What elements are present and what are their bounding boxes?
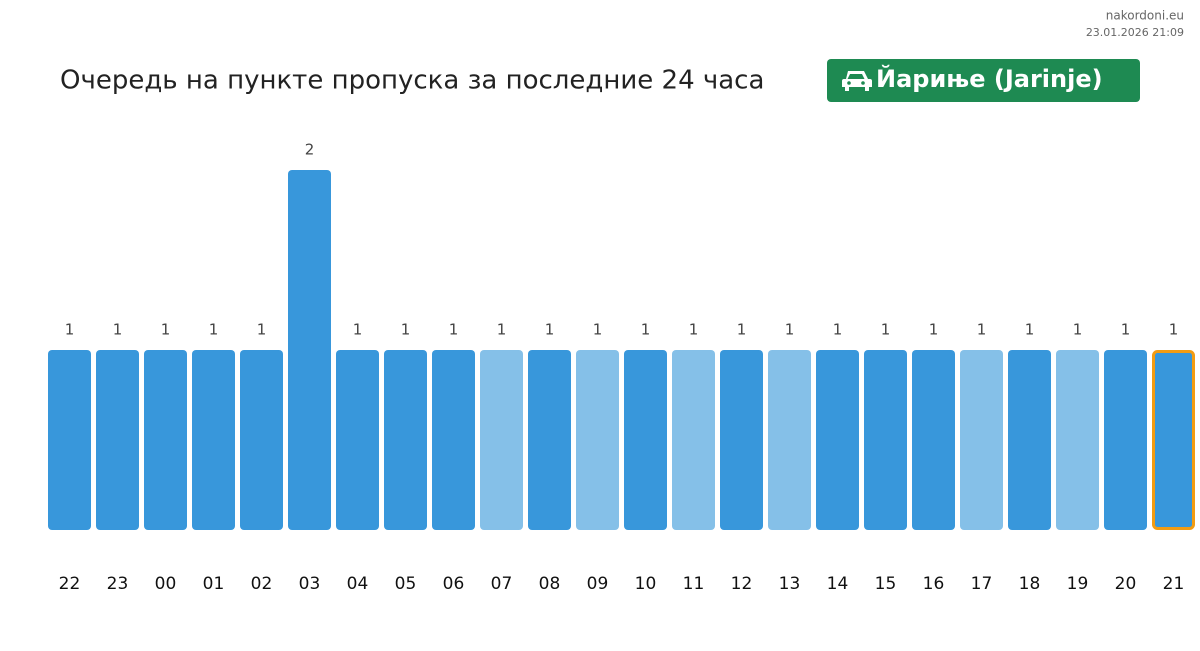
bar bbox=[432, 350, 475, 530]
bar bbox=[480, 350, 523, 530]
value-label: 1 bbox=[737, 321, 747, 339]
bar bbox=[816, 350, 859, 530]
bar bbox=[672, 350, 715, 530]
source: nakordoni.eu bbox=[1106, 9, 1184, 23]
value-label: 1 bbox=[161, 321, 171, 339]
value-label: 1 bbox=[785, 321, 795, 339]
value-label: 1 bbox=[497, 321, 507, 339]
x-tick-label: 23 bbox=[107, 574, 129, 594]
bar bbox=[576, 350, 619, 530]
value-label: 1 bbox=[1169, 321, 1179, 339]
bar bbox=[720, 350, 763, 530]
x-tick-label: 19 bbox=[1067, 574, 1089, 594]
value-label: 1 bbox=[113, 321, 123, 339]
value-label: 1 bbox=[833, 321, 843, 339]
x-tick-label: 22 bbox=[59, 574, 81, 594]
value-label: 1 bbox=[1121, 321, 1131, 339]
x-tick-label: 16 bbox=[923, 574, 945, 594]
x-tick-label: 17 bbox=[971, 574, 993, 594]
badge-text: Йариње (Jarinje) bbox=[876, 64, 1103, 93]
bar bbox=[1152, 350, 1195, 530]
bar bbox=[384, 350, 427, 530]
x-tick-label: 01 bbox=[203, 574, 225, 594]
bar bbox=[528, 350, 571, 530]
bar bbox=[144, 350, 187, 530]
bar bbox=[48, 350, 91, 530]
value-label: 1 bbox=[593, 321, 603, 339]
bar bbox=[1056, 350, 1099, 530]
bar bbox=[96, 350, 139, 530]
x-tick-label: 00 bbox=[155, 574, 177, 594]
x-tick-label: 03 bbox=[299, 574, 321, 594]
x-tick-label: 21 bbox=[1163, 574, 1185, 594]
car-icon bbox=[842, 71, 872, 91]
value-label: 2 bbox=[305, 141, 315, 159]
bar bbox=[288, 170, 331, 530]
x-tick-label: 06 bbox=[443, 574, 465, 594]
x-tick-label: 07 bbox=[491, 574, 513, 594]
bar bbox=[960, 350, 1003, 530]
badge-background bbox=[827, 59, 1140, 102]
value-label: 1 bbox=[881, 321, 891, 339]
value-label: 1 bbox=[65, 321, 75, 339]
x-tick-label: 08 bbox=[539, 574, 561, 594]
bar bbox=[624, 350, 667, 530]
x-tick-label: 18 bbox=[1019, 574, 1041, 594]
bar bbox=[864, 350, 907, 530]
timestamp: 23.01.2026 21:09 bbox=[1086, 26, 1184, 39]
bar bbox=[1104, 350, 1147, 530]
bar bbox=[912, 350, 955, 530]
value-label: 1 bbox=[1025, 321, 1035, 339]
x-tick-label: 11 bbox=[683, 574, 705, 594]
x-tick-label: 15 bbox=[875, 574, 897, 594]
bar bbox=[336, 350, 379, 530]
value-label: 1 bbox=[353, 321, 363, 339]
x-tick-label: 05 bbox=[395, 574, 417, 594]
x-tick-label: 02 bbox=[251, 574, 273, 594]
value-label: 1 bbox=[545, 321, 555, 339]
x-tick-label: 12 bbox=[731, 574, 753, 594]
bar bbox=[768, 350, 811, 530]
value-label: 1 bbox=[209, 321, 219, 339]
value-label: 1 bbox=[401, 321, 411, 339]
x-tick-label: 13 bbox=[779, 574, 801, 594]
bar bbox=[192, 350, 235, 530]
value-label: 1 bbox=[929, 321, 939, 339]
chart-title: Очередь на пункте пропуска за последние … bbox=[60, 66, 764, 96]
bar bbox=[1008, 350, 1051, 530]
value-label: 1 bbox=[689, 321, 699, 339]
x-tick-label: 04 bbox=[347, 574, 369, 594]
value-label: 1 bbox=[641, 321, 651, 339]
value-label: 1 bbox=[1073, 321, 1083, 339]
value-label: 1 bbox=[449, 321, 459, 339]
value-label: 1 bbox=[257, 321, 267, 339]
x-tick-label: 10 bbox=[635, 574, 657, 594]
x-tick-label: 14 bbox=[827, 574, 849, 594]
value-label: 1 bbox=[977, 321, 987, 339]
x-tick-label: 09 bbox=[587, 574, 609, 594]
bar bbox=[240, 350, 283, 530]
x-tick-label: 20 bbox=[1115, 574, 1137, 594]
